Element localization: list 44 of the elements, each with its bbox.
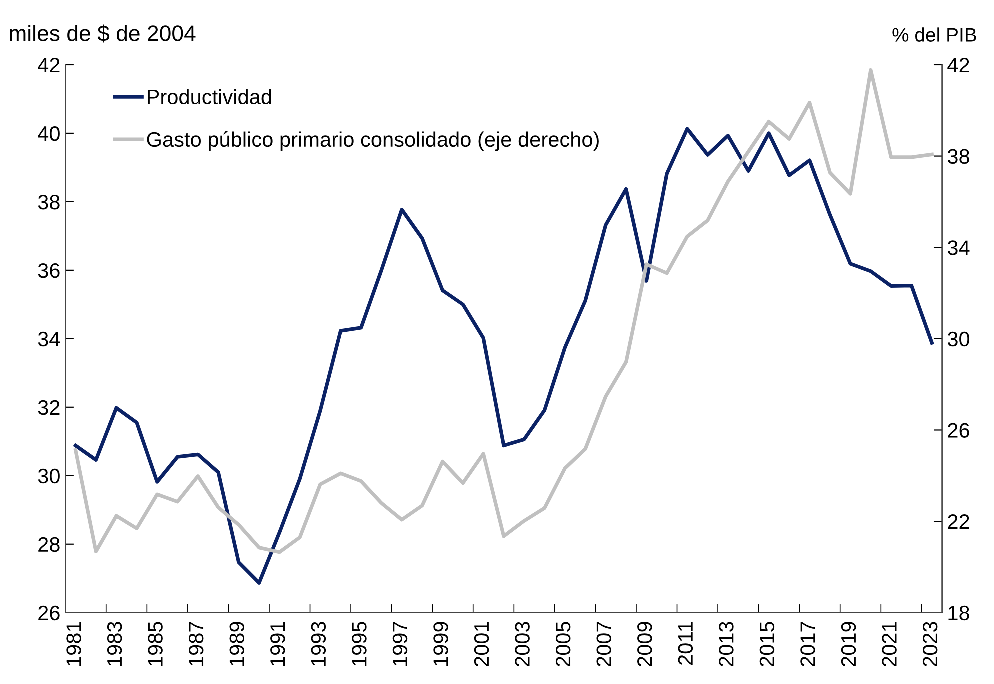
x-tick-label: 2007 [596, 622, 612, 666]
x-tick-label: 2017 [800, 622, 816, 666]
y-tick-label: 34 [38, 332, 60, 347]
x-tick-label: 2015 [760, 622, 775, 666]
y2-axis-title: % del PIB [892, 28, 976, 42]
y-tick-label: 32 [38, 400, 60, 416]
x-tick-label: 1991 [270, 622, 286, 666]
y-tick-label: 42 [38, 58, 60, 73]
x-tick-label: 1987 [188, 622, 204, 666]
y-tick-label: 38 [38, 194, 60, 210]
y-tick-label: 40 [38, 126, 60, 142]
x-tick-label: 1993 [311, 622, 326, 666]
x-tick-label: 2013 [719, 622, 734, 666]
y-tick-label: 26 [38, 606, 60, 621]
y2-tick-label: 22 [948, 514, 970, 530]
x-tick-label: 1997 [392, 622, 408, 666]
line-series [74, 68, 934, 554]
x-tick-label: 1995 [352, 622, 367, 666]
x-tick-label: 2005 [556, 622, 571, 666]
legend-label: Productividad [148, 89, 272, 105]
y-tick-label: 30 [38, 468, 60, 484]
y2-tick-label: 38 [948, 149, 970, 164]
x-tick-label: 2023 [922, 622, 938, 666]
y-axis-title: miles de $ de 2004 [10, 24, 196, 43]
x-tick-label: 2003 [515, 622, 530, 666]
y-tick-label: 28 [38, 537, 60, 552]
y2-tick-label: 42 [948, 58, 970, 73]
x-tick-label: 1985 [148, 622, 163, 666]
x-tick-label: 2021 [882, 622, 897, 666]
x-tick-label: 2001 [474, 622, 490, 666]
x-tick-label: 2011 [678, 622, 694, 665]
y2-tick-label: 34 [948, 240, 970, 256]
legend-label: Gasto público primario consolidado (eje derecho) [147, 132, 599, 152]
x-tick-label: 1983 [107, 622, 122, 666]
x-tick-label: 1999 [434, 622, 448, 666]
x-tick-label: 2019 [841, 622, 856, 666]
x-tick-label: 1989 [230, 622, 244, 666]
line-series [74, 127, 934, 585]
y2-tick-label: 18 [948, 606, 970, 621]
x-tick-label: 2009 [638, 622, 652, 666]
y-tick-label: 36 [38, 263, 60, 278]
y2-tick-label: 26 [948, 423, 970, 438]
y2-tick-label: 30 [948, 332, 970, 347]
x-tick-label: 1981 [66, 622, 82, 666]
